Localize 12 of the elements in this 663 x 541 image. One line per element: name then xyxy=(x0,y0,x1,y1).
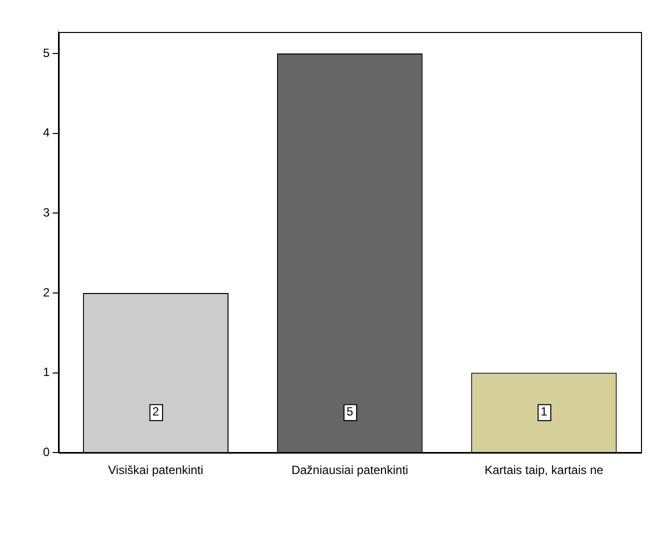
data-label: 2 xyxy=(152,404,160,418)
y-tick-label: 1 xyxy=(42,365,50,380)
y-tick-label: 4 xyxy=(42,126,50,140)
y-tick-label: 5 xyxy=(42,46,50,60)
y-tick-label: 0 xyxy=(42,444,50,459)
x-tick-label: Dažniausiai patenkinti xyxy=(291,463,408,478)
data-label: 1 xyxy=(540,404,548,418)
x-tick-label: Kartais taip, kartais ne xyxy=(484,463,604,478)
x-tick-label: Visiškai patenkinti xyxy=(108,463,204,478)
y-tick-label: 3 xyxy=(42,205,50,220)
y-tick-label: 2 xyxy=(42,285,50,300)
data-label: 5 xyxy=(346,404,354,418)
